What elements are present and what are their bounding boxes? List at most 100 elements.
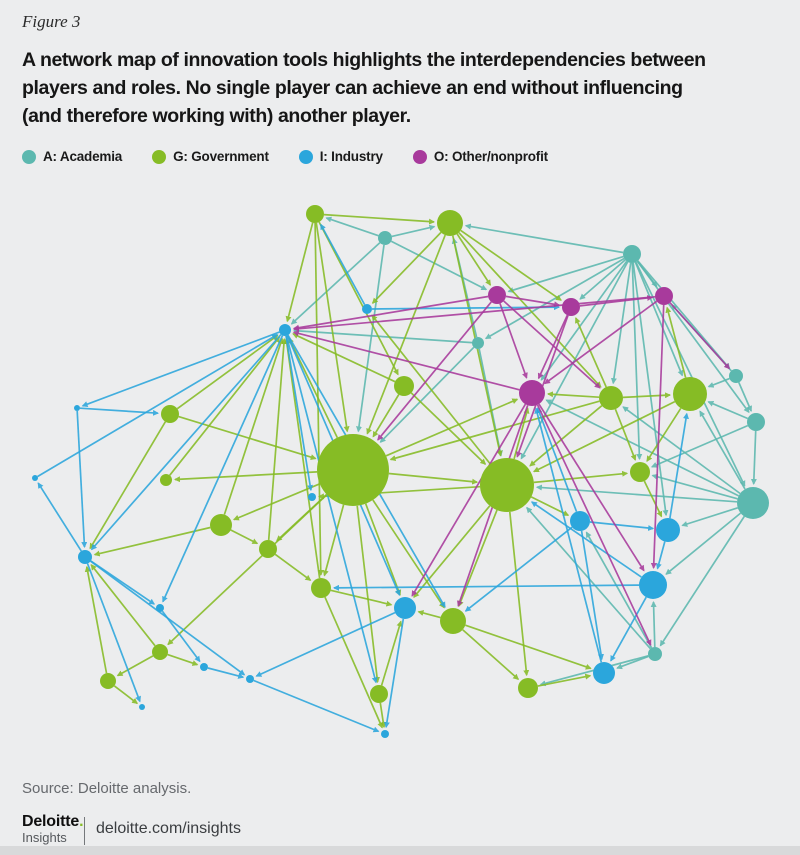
network-edge-G18-I15: [379, 702, 387, 729]
legend: A: Academia G: Government I: Industry O:…: [22, 149, 548, 164]
network-edge-A6-I8: [665, 512, 742, 575]
network-edge-A1-O1: [390, 240, 488, 291]
network-edge-G4-I2: [292, 333, 396, 383]
figure-headline: A network map of innovation tools highli…: [22, 49, 706, 127]
network-node-G9: [630, 462, 650, 482]
network-edge-A6-O4: [545, 399, 740, 497]
network-node-I5: [308, 493, 316, 501]
network-edge-G10-I2: [169, 336, 281, 476]
network-edge-G2-O2: [460, 229, 562, 301]
network-edge-A1-G1: [325, 216, 379, 237]
network-edge-A2-A3: [484, 257, 625, 340]
network-edge-G13-I15: [324, 596, 383, 729]
network-edge-I6-G16: [464, 526, 573, 612]
network-edge-G14-I11: [167, 653, 199, 666]
network-edge-A2-A4: [637, 260, 731, 370]
network-edge-G5-G6: [622, 392, 671, 399]
network-node-G4: [394, 376, 414, 396]
network-edge-G14-I4: [90, 564, 156, 647]
legend-item-academia: A: Academia: [22, 149, 122, 164]
network-edge-G7-G16: [372, 499, 445, 609]
network-edge-G5-G8: [529, 405, 603, 467]
network-edge-G7-G14: [167, 494, 328, 646]
network-node-G2: [437, 210, 463, 236]
network-edge-A2-G9: [631, 262, 643, 460]
network-edge-A3-I2: [293, 327, 473, 344]
network-edge-G12-G13: [274, 553, 312, 581]
network-edge-O4-I2: [292, 330, 520, 391]
network-edge-G7-G13: [322, 504, 345, 577]
network-edge-G17-I14: [537, 673, 592, 687]
network-node-I9: [394, 597, 416, 619]
network-edge-G14-G15: [116, 655, 154, 677]
network-edge-G1-G2: [323, 213, 435, 225]
network-edge-G8-G9: [533, 470, 629, 484]
network-edge-G15-I4: [84, 565, 108, 674]
network-edge-O4-I9: [411, 403, 527, 597]
legend-label-other: O: Other/nonprofit: [433, 149, 548, 164]
network-node-G14: [152, 644, 168, 660]
network-edge-A6-G9: [651, 473, 738, 500]
network-node-G13: [311, 578, 331, 598]
network-edge-A5-G6: [707, 400, 749, 420]
network-edge-A1-G7: [356, 244, 385, 433]
network-edge-I2-I5: [285, 335, 314, 492]
insights-url-link[interactable]: deloitte.com/insights: [96, 820, 241, 837]
network-edge-G8-O4: [513, 407, 530, 460]
network-edge-O1-G5: [503, 300, 601, 389]
network-edge-I2-I4: [90, 333, 282, 551]
network-node-I4: [78, 550, 92, 564]
network-edge-G2-O1: [456, 233, 492, 286]
network-node-A3: [472, 337, 484, 349]
network-node-A2: [623, 245, 641, 263]
network-edge-G9-I7: [643, 480, 663, 518]
network-edge-G11-G12: [230, 529, 259, 545]
network-edge-I2-I3: [81, 331, 280, 407]
network-edge-G8-G16: [457, 509, 498, 608]
network-node-I12: [246, 675, 254, 683]
network-node-I3: [74, 405, 80, 411]
network-node-G8: [480, 458, 534, 512]
network-edge-I11-I12: [207, 667, 245, 679]
network-edge-G7-O4: [385, 398, 519, 457]
network-node-I8: [639, 571, 667, 599]
network-edge-A3-G7: [379, 346, 475, 443]
other-dot-icon: [412, 149, 427, 164]
network-edge-O3-A4: [669, 302, 730, 370]
network-edge-A2-G8: [520, 261, 629, 460]
network-edge-O1-O4: [499, 303, 528, 379]
network-edge-G16-I14: [465, 624, 592, 670]
network-node-A7: [648, 647, 662, 661]
legend-label-industry: I: Industry: [319, 149, 383, 164]
network-node-G1: [306, 205, 324, 223]
network-edge-O2-O4: [537, 314, 569, 380]
legend-item-government: G: Government: [152, 149, 269, 164]
brand-name: Deloitte.: [22, 814, 84, 830]
network-edge-G7-G10: [174, 471, 318, 483]
network-node-O4: [519, 380, 545, 406]
network-edge-I6-I7: [589, 521, 655, 531]
network-edge-A2-G5: [610, 262, 632, 385]
network-edge-A2-O4: [540, 260, 628, 381]
network-node-A1: [378, 231, 392, 245]
network-edge-G3-I2: [176, 334, 279, 410]
network-edge-O3-I8: [650, 304, 665, 569]
network-edge-I14-O4: [534, 407, 603, 663]
network-edge-G7-G11: [232, 483, 321, 521]
source-note: Source: Deloitte analysis.: [22, 780, 192, 797]
network-edge-G5-O2: [575, 317, 607, 388]
network-edge-G7-I2: [288, 337, 339, 438]
network-edge-G12-I2: [267, 338, 287, 541]
network-edge-G8-G17: [508, 511, 530, 677]
network-edge-I12-I15: [253, 679, 380, 733]
network-edge-I8-G8: [530, 501, 642, 578]
network-edge-A7-I6: [585, 531, 653, 649]
network-edge-A2-G2: [464, 223, 624, 254]
network-edge-G1-I2: [285, 222, 314, 323]
network-edge-A7-I14: [616, 655, 649, 670]
network-edge-O1-O2: [505, 295, 561, 308]
network-edge-A2-I7: [632, 262, 669, 517]
network-edge-A2-O1: [507, 255, 624, 293]
network-edge-I3-I4: [76, 410, 88, 548]
network-edge-G1-G4: [318, 221, 399, 376]
